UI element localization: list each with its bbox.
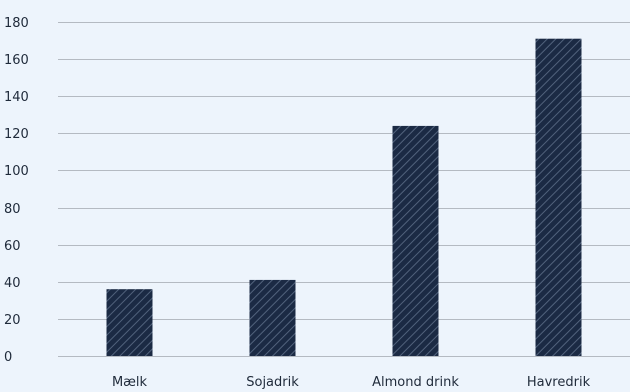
y-axis-tick-labels: 0 20 40 60 80 100 120 140 160 180 xyxy=(4,16,29,365)
bars xyxy=(106,38,582,357)
gridlines xyxy=(58,22,630,357)
y-tick-label: 60 xyxy=(4,239,21,254)
y-tick-label: 160 xyxy=(4,53,29,68)
y-tick-label: 80 xyxy=(4,202,21,217)
y-tick-label: 20 xyxy=(4,313,21,328)
bar-mælk xyxy=(106,289,153,356)
bar-havredrik xyxy=(535,38,582,356)
y-tick-label: 100 xyxy=(4,164,29,179)
y-tick-label: 40 xyxy=(4,276,21,291)
y-tick-label: 0 xyxy=(4,350,12,365)
x-category-label: Sojadrik xyxy=(246,375,299,390)
x-category-label: Havredrik xyxy=(527,375,591,390)
bar-sojadrik xyxy=(249,279,296,356)
bar-almond-drink xyxy=(392,125,439,357)
x-axis-category-labels: Mælk Sojadrik Almond drink Havredrik xyxy=(112,375,591,390)
y-tick-label: 180 xyxy=(4,16,29,31)
x-category-label: Almond drink xyxy=(372,375,459,390)
y-tick-label: 120 xyxy=(4,127,29,142)
y-tick-label: 140 xyxy=(4,90,29,105)
x-category-label: Mælk xyxy=(112,375,148,390)
